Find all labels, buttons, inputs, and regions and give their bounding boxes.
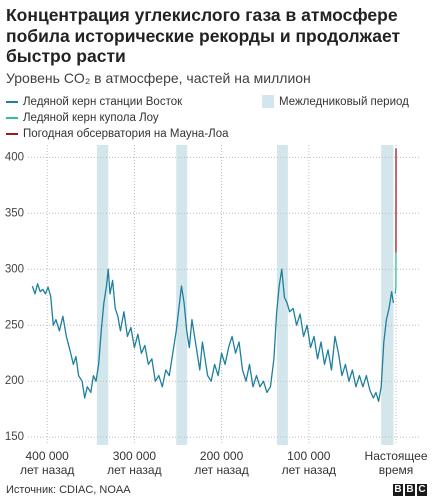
x-tick-label: 400 000 лет назад [19,449,75,477]
y-tick-label: 400 [5,151,24,163]
source: Источник: CDIAC, NOAA [6,484,131,496]
logo-letter: C [417,484,427,496]
y-tick-label: 350 [5,207,24,219]
legend-swatch [6,133,18,135]
logo-letter: B [393,484,403,496]
y-tick-label: 300 [5,263,24,275]
x-tick-label: 200 000 лет назад [194,449,249,477]
x-tick-label: 100 000 лет назад [281,449,337,477]
y-tick-label: 150 [5,431,24,443]
interglacial-band [381,145,394,445]
legend-label: Ледяной керн станции Восток [23,96,183,108]
logo-letter: B [405,484,415,496]
legend-swatch [262,95,274,108]
legend-label: Межледниковый период [279,96,409,108]
interglacial-band [276,145,288,445]
interglacial-band [96,145,109,445]
series-line [394,252,397,294]
legend-swatch [6,101,18,103]
x-tick-label: 300 000 лет назад [107,449,162,477]
x-tick-label: Настоящее время [364,449,428,477]
legend-label: Погодная обсерватория на Мауна-Лоа [23,128,229,140]
y-tick-label: 200 [5,375,24,387]
y-tick-label: 250 [5,319,24,331]
legend-label: Ледяной керн купола Лоу [23,112,159,124]
chart-subtitle: Уровень CO₂ в атмосфере, частей на милли… [6,70,311,86]
chart-title: Концентрация углекислого газа в атмосфер… [6,5,401,66]
legend-swatch [6,117,18,119]
series-line [31,268,395,402]
interglacial-band [176,145,188,445]
